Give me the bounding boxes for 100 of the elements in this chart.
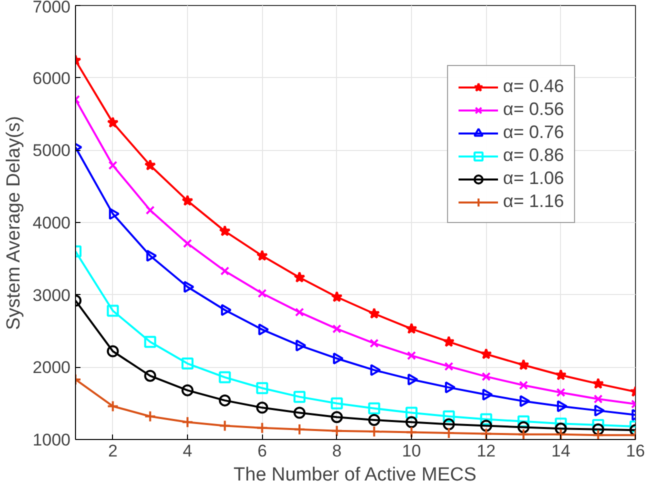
point	[556, 400, 568, 412]
point	[258, 288, 267, 298]
point	[256, 402, 268, 414]
point	[370, 364, 381, 376]
point	[256, 250, 268, 261]
y-tick-label: 6000	[32, 68, 71, 88]
point	[146, 250, 157, 262]
point	[182, 384, 194, 396]
point	[256, 382, 268, 394]
legend-label: α= 0.46	[503, 76, 564, 97]
x-tick-label: 10	[402, 442, 421, 460]
point	[296, 339, 306, 352]
point	[331, 291, 343, 302]
point	[219, 225, 231, 236]
point	[332, 324, 342, 334]
point	[218, 371, 231, 384]
point	[518, 380, 528, 390]
point	[406, 406, 418, 419]
point	[144, 410, 156, 422]
point	[108, 160, 118, 170]
point	[256, 422, 268, 434]
point	[294, 406, 306, 419]
x-tick-label: 2	[108, 442, 118, 460]
point	[592, 378, 604, 389]
legend-label: α= 1.16	[503, 191, 564, 212]
point	[480, 413, 492, 426]
point	[220, 304, 232, 316]
y-tick-label: 5000	[32, 141, 71, 160]
point	[444, 362, 454, 371]
point	[144, 159, 156, 170]
point	[368, 402, 380, 414]
point	[592, 423, 604, 436]
point	[182, 416, 194, 428]
point	[332, 352, 344, 364]
x-tick-label: 6	[257, 442, 267, 460]
point	[480, 428, 492, 440]
point	[406, 416, 418, 428]
point	[368, 426, 380, 438]
point	[146, 206, 155, 215]
point	[518, 358, 530, 370]
point	[106, 400, 119, 412]
y-tick-label: 1000	[32, 430, 71, 450]
point	[108, 208, 120, 220]
y-axis-title: System Average Delay(s)	[4, 116, 25, 330]
point	[443, 336, 455, 347]
point	[294, 390, 306, 403]
point	[107, 116, 119, 128]
legend-label: α= 0.56	[503, 99, 564, 120]
point	[370, 338, 379, 348]
x-tick-label: 8	[332, 442, 342, 460]
point	[442, 426, 455, 439]
point	[330, 424, 343, 437]
point	[106, 345, 119, 358]
point	[294, 423, 306, 436]
point	[368, 308, 380, 319]
point	[554, 428, 567, 440]
point	[520, 395, 530, 408]
x-axis-title: The Number of Active MECS	[234, 464, 476, 486]
y-tick-label: 4000	[32, 214, 71, 232]
y-tick-label: 3000	[32, 286, 71, 305]
point	[442, 410, 455, 422]
legend-label: α= 1.06	[503, 168, 564, 189]
y-tick-label: 2000	[32, 358, 71, 378]
legend-label: α= 0.86	[503, 145, 564, 166]
point	[106, 304, 119, 317]
point	[482, 388, 493, 401]
point	[480, 348, 492, 360]
point	[556, 388, 566, 398]
point	[518, 415, 530, 428]
point	[182, 238, 192, 248]
point	[406, 322, 418, 334]
point	[408, 373, 418, 386]
x-tick-label: 4	[182, 442, 192, 460]
point	[182, 358, 194, 370]
point	[592, 419, 604, 432]
point	[594, 394, 603, 404]
point	[406, 351, 416, 360]
point	[184, 280, 194, 293]
point	[480, 420, 492, 432]
point	[406, 426, 418, 438]
y-tick-label: 7000	[32, 0, 71, 16]
point	[518, 421, 530, 434]
point	[554, 422, 567, 435]
point	[330, 411, 343, 424]
point	[592, 429, 604, 440]
point	[444, 381, 456, 394]
point	[218, 394, 231, 406]
point	[555, 369, 567, 380]
x-tick-label: 14	[551, 442, 570, 460]
x-tick-label: 16	[626, 442, 645, 460]
point	[294, 271, 306, 283]
x-tick-label: 12	[476, 442, 496, 460]
point	[594, 404, 605, 417]
point	[330, 397, 343, 410]
point	[218, 420, 231, 432]
point	[368, 414, 380, 426]
legend-label: α= 0.76	[503, 122, 564, 143]
point	[182, 194, 194, 206]
point	[144, 336, 156, 348]
point	[220, 266, 230, 276]
